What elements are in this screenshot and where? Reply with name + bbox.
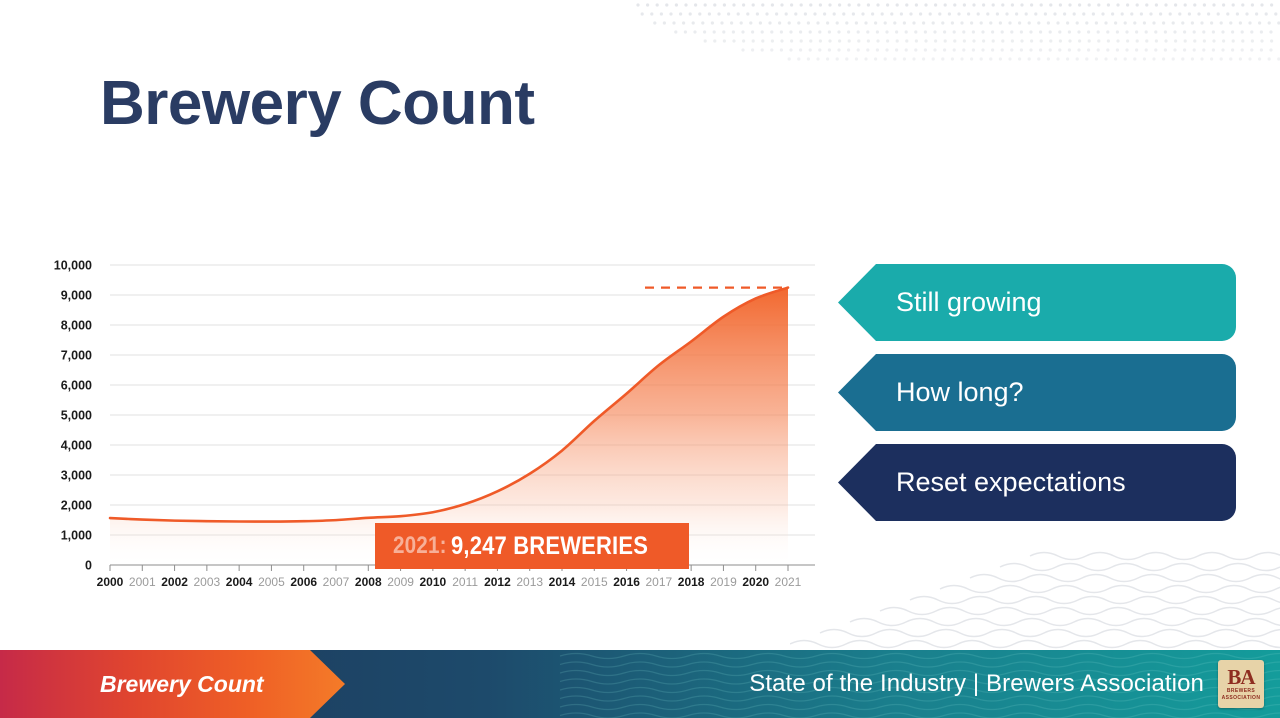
banner-how-long[interactable]: How long? <box>838 354 1236 431</box>
banner-still-growing[interactable]: Still growing <box>838 264 1236 341</box>
svg-text:9,000: 9,000 <box>61 289 92 303</box>
svg-text:2021: 2021 <box>775 575 802 589</box>
data-callout: 2021: 9,247 BREWERIES <box>375 523 690 569</box>
chart-x-axis-labels: 2000 2001 2002 2003 2004 2005 2006 2007 2008 2009… <box>97 575 802 589</box>
svg-text:4,000: 4,000 <box>61 439 92 453</box>
svg-text:8,000: 8,000 <box>61 319 92 333</box>
dot-pattern-decoration <box>636 3 1280 61</box>
footer-section-label: Brewery Count <box>100 670 264 697</box>
svg-text:2004: 2004 <box>226 575 253 589</box>
footer-wave-decoration <box>560 652 1280 718</box>
svg-text:2005: 2005 <box>258 575 285 589</box>
ba-logo-line1: BREWERS <box>1226 687 1256 694</box>
banner-reset-expectations[interactable]: Reset expectations <box>838 444 1236 521</box>
svg-text:2002: 2002 <box>161 575 188 589</box>
banner-list: Still growing How long? Reset expectatio… <box>838 264 1236 534</box>
svg-text:2008: 2008 <box>355 575 382 589</box>
svg-text:6,000: 6,000 <box>61 379 92 393</box>
svg-text:2020: 2020 <box>742 575 769 589</box>
banner-label: How long? <box>896 377 1024 407</box>
svg-text:10,000: 10,000 <box>54 259 92 273</box>
svg-text:2017: 2017 <box>646 575 673 589</box>
footer-title: State of the Industry | Brewers Associat… <box>749 670 1204 697</box>
ba-logo-line2: ASSOCIATION <box>1221 694 1261 701</box>
svg-text:2012: 2012 <box>484 575 511 589</box>
ba-monogram: BA <box>1227 664 1255 689</box>
svg-text:2018: 2018 <box>678 575 705 589</box>
svg-text:2010: 2010 <box>420 575 447 589</box>
svg-text:2015: 2015 <box>581 575 608 589</box>
svg-text:2001: 2001 <box>129 575 156 589</box>
svg-text:2013: 2013 <box>516 575 543 589</box>
svg-text:2006: 2006 <box>290 575 317 589</box>
callout-year: 2021: <box>393 532 447 559</box>
chart-area-series <box>108 286 790 565</box>
svg-text:0: 0 <box>85 559 92 573</box>
page-title: Brewery Count <box>100 69 535 138</box>
svg-text:2000: 2000 <box>97 575 124 589</box>
svg-text:2003: 2003 <box>194 575 221 589</box>
banner-label: Reset expectations <box>896 467 1126 497</box>
svg-text:2009: 2009 <box>387 575 414 589</box>
svg-text:2,000: 2,000 <box>61 499 92 513</box>
svg-text:5,000: 5,000 <box>61 409 92 423</box>
callout-value: 9,247 BREWERIES <box>451 531 649 560</box>
svg-text:2019: 2019 <box>710 575 737 589</box>
svg-text:2016: 2016 <box>613 575 640 589</box>
svg-text:7,000: 7,000 <box>61 349 92 363</box>
footer-bar: Brewery Count State of the Industry | Br… <box>0 650 1280 718</box>
brewers-association-logo: BA BREWERS ASSOCIATION <box>1218 660 1264 708</box>
brewery-count-chart: 10,000 9,000 8,000 7,000 6,000 5,000 4,000 3,00… <box>0 240 830 605</box>
chart-y-axis-labels: 10,000 9,000 8,000 7,000 6,000 5,000 4,000 3,00… <box>54 259 92 573</box>
svg-text:3,000: 3,000 <box>61 469 92 483</box>
svg-text:2014: 2014 <box>549 575 576 589</box>
svg-text:1,000: 1,000 <box>61 529 92 543</box>
svg-text:2011: 2011 <box>452 575 478 589</box>
svg-text:2007: 2007 <box>323 575 350 589</box>
footer-right-group: State of the Industry | Brewers Associat… <box>749 650 1264 718</box>
wave-pattern-decoration <box>790 551 1280 649</box>
banner-label: Still growing <box>896 287 1042 317</box>
footer-section-chevron: Brewery Count <box>0 650 345 718</box>
